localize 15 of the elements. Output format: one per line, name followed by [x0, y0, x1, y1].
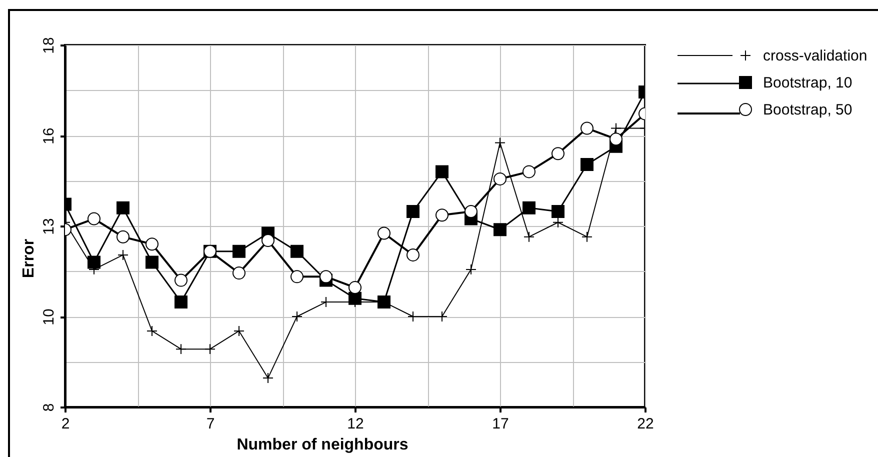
legend-label: Bootstrap, 10 [763, 74, 852, 92]
y-tick-label: 10 [40, 308, 58, 326]
x-tick-label: 12 [347, 416, 364, 432]
x-axis-title: Number of neighbours [236, 436, 408, 454]
x-tick-label: 7 [206, 416, 215, 432]
y-axis-title: Error [20, 238, 38, 278]
x-tick-label: 2 [61, 416, 70, 432]
y-tick-label: 18 [40, 37, 58, 54]
y-tick-label: 16 [40, 128, 58, 144]
x-tick-label: 17 [492, 416, 509, 432]
y-tick-label: 13 [40, 218, 58, 235]
legend-label: Bootstrap, 50 [763, 102, 852, 118]
x-tick-label: 22 [637, 416, 654, 432]
legend-label: cross-validation [763, 48, 868, 64]
y-tick-label: 8 [40, 403, 58, 412]
